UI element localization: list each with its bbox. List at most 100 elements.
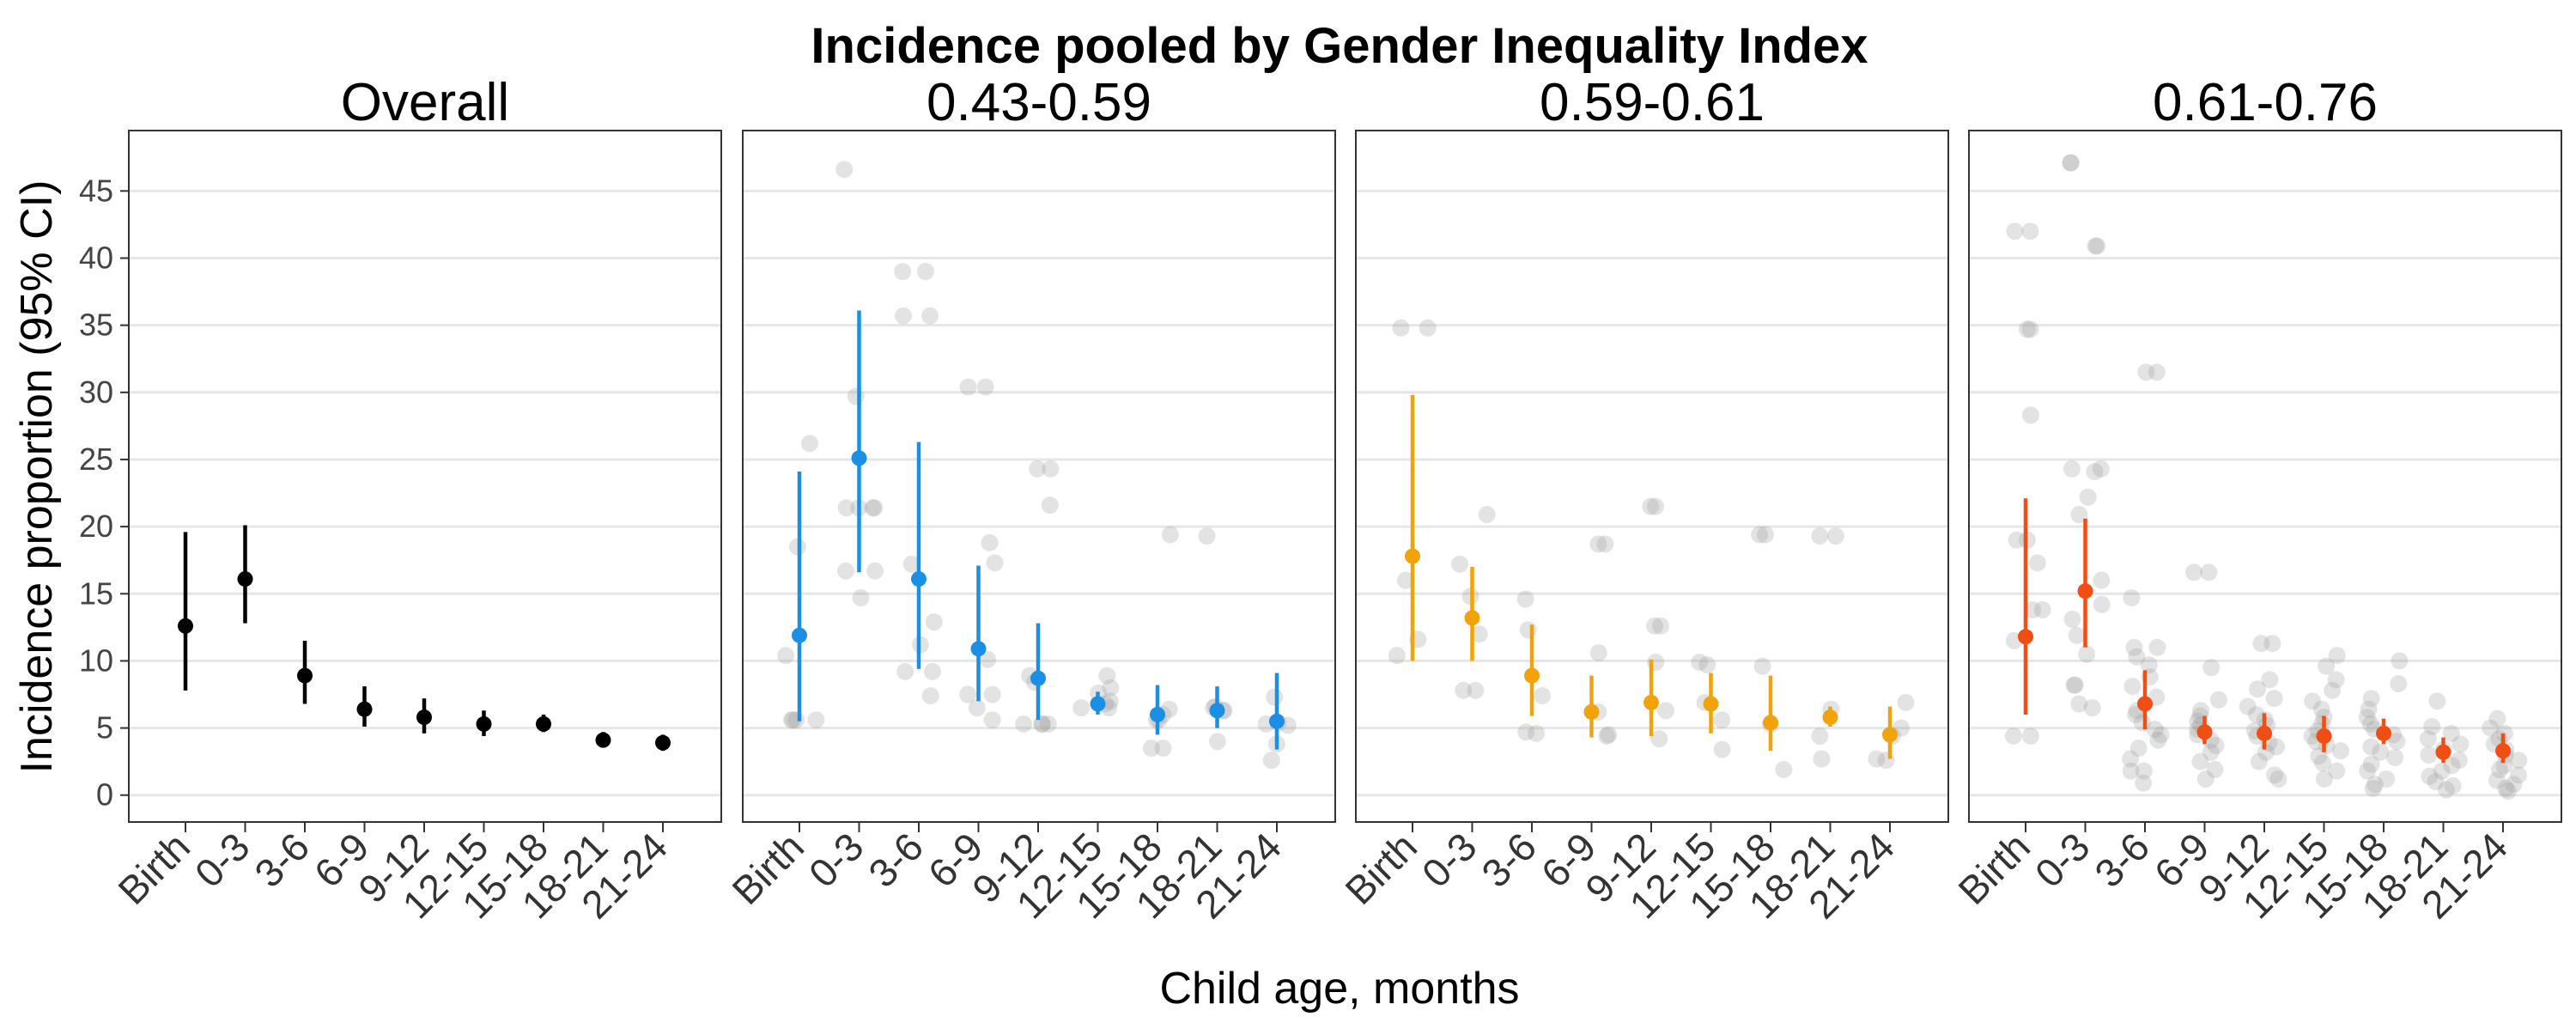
facet-title: Overall <box>341 73 509 132</box>
raw-estimate-point <box>1388 647 1406 665</box>
raw-estimate-point <box>2239 697 2257 715</box>
x-tick-label: Birth <box>1336 824 1425 913</box>
raw-estimate-point <box>1154 740 1172 758</box>
raw-estimate-point <box>2063 460 2081 478</box>
raw-estimate-point <box>2062 154 2080 172</box>
raw-estimate-point <box>847 387 865 405</box>
raw-estimate-point <box>1042 460 1060 478</box>
y-tick-label: 25 <box>79 441 113 477</box>
pooled-estimate-point <box>1524 667 1540 684</box>
raw-estimate-point <box>1455 681 1473 699</box>
raw-estimate-point <box>2423 718 2441 736</box>
raw-estimate-point <box>866 499 884 517</box>
raw-estimate-point <box>2191 752 2209 770</box>
raw-estimate-point <box>921 307 939 325</box>
raw-estimate-point <box>864 499 882 517</box>
raw-estimate-point <box>2390 675 2408 692</box>
raw-estimate-point <box>2004 727 2022 745</box>
raw-estimate-point <box>2146 721 2164 739</box>
pooled-estimate-point <box>237 571 253 588</box>
raw-estimate-point <box>1826 527 1844 545</box>
raw-estimate-point <box>2196 770 2215 788</box>
raw-estimate-point <box>2318 657 2336 675</box>
pooled-estimate-point <box>1030 670 1046 686</box>
raw-estimate-point <box>2129 740 2148 758</box>
raw-estimate-point <box>2304 692 2322 710</box>
x-tick-label: 3-6 <box>860 824 932 896</box>
raw-estimate-point <box>782 711 800 729</box>
raw-estimate-point <box>2122 750 2140 768</box>
raw-estimate-point <box>1713 740 1731 758</box>
x-tick-label: 0-3 <box>186 824 258 896</box>
raw-estimate-point <box>2495 757 2513 775</box>
y-tick-label: 40 <box>79 240 113 275</box>
facet-title: 0.43-0.59 <box>927 73 1151 132</box>
raw-estimate-point <box>1698 656 1716 674</box>
raw-estimate-point <box>979 650 997 668</box>
pooled-estimate-point <box>1822 709 1838 726</box>
raw-estimate-point <box>896 662 914 680</box>
y-tick-label: 15 <box>79 575 113 611</box>
raw-estimate-point <box>2361 715 2379 733</box>
chart-title: Incidence pooled by Gender Inequality In… <box>811 18 1868 74</box>
raw-estimate-point <box>902 555 920 573</box>
raw-estimate-point <box>2372 743 2390 761</box>
pooled-estimate-point <box>1583 703 1600 720</box>
raw-estimate-point <box>2313 715 2331 733</box>
raw-estimate-point <box>2021 406 2039 424</box>
raw-estimate-point <box>2362 755 2380 773</box>
facet-panel: 0.59-0.61Birth0-33-66-99-1212-1515-1818-… <box>1336 73 1949 927</box>
raw-estimate-point <box>2315 770 2333 788</box>
raw-estimate-point <box>2428 692 2446 710</box>
raw-estimate-point <box>2327 671 2345 689</box>
raw-estimate-point <box>2092 460 2110 478</box>
raw-estimate-point <box>2006 222 2024 240</box>
pooled-estimate-point <box>356 701 373 717</box>
raw-estimate-point <box>2152 726 2170 744</box>
raw-estimate-point <box>2443 757 2461 775</box>
x-tick-label: 0-3 <box>1413 824 1485 896</box>
raw-estimate-point <box>788 538 806 556</box>
raw-estimate-point <box>1646 497 1664 515</box>
y-tick-label: 45 <box>79 173 113 208</box>
raw-estimate-point <box>2509 766 2527 784</box>
pooled-estimate-point <box>2316 728 2332 744</box>
raw-estimate-point <box>2128 648 2146 666</box>
raw-estimate-point <box>2024 601 2042 619</box>
raw-estimate-point <box>1775 761 1793 779</box>
raw-estimate-point <box>2021 727 2039 745</box>
raw-estimate-point <box>925 613 943 631</box>
raw-estimate-point <box>2499 782 2517 801</box>
raw-estimate-point <box>2068 626 2086 644</box>
raw-estimate-point <box>959 685 977 703</box>
raw-estimate-point <box>2269 770 2287 788</box>
raw-estimate-point <box>2358 709 2376 727</box>
raw-estimate-point <box>1811 527 1829 545</box>
raw-estimate-point <box>1102 679 1120 697</box>
y-tick-label: 20 <box>79 508 113 544</box>
pooled-estimate-point <box>1405 548 1420 564</box>
raw-estimate-point <box>2021 320 2039 338</box>
raw-estimate-point <box>1419 319 1437 337</box>
raw-estimate-point <box>852 588 870 606</box>
pooled-estimate-point <box>911 571 927 588</box>
raw-estimate-point <box>1645 617 1663 635</box>
raw-estimate-point <box>2209 691 2227 709</box>
raw-estimate-point <box>894 307 912 325</box>
raw-estimate-point <box>968 699 986 717</box>
raw-estimate-point <box>1519 621 1537 639</box>
raw-estimate-point <box>1517 723 1535 741</box>
raw-estimate-point <box>1598 727 1616 745</box>
raw-estimate-point <box>1897 693 1915 711</box>
raw-estimate-point <box>2093 571 2111 589</box>
raw-estimate-point <box>2021 222 2039 240</box>
pooled-estimate-point <box>595 732 611 748</box>
pooled-estimate-point <box>2376 725 2391 741</box>
facet-title: 0.59-0.61 <box>1540 73 1765 132</box>
raw-estimate-point <box>2247 705 2265 723</box>
raw-estimate-point <box>807 711 825 729</box>
pooled-estimate-point <box>1882 727 1898 743</box>
pooled-estimate-point <box>1703 696 1719 712</box>
raw-estimate-point <box>2505 776 2523 794</box>
